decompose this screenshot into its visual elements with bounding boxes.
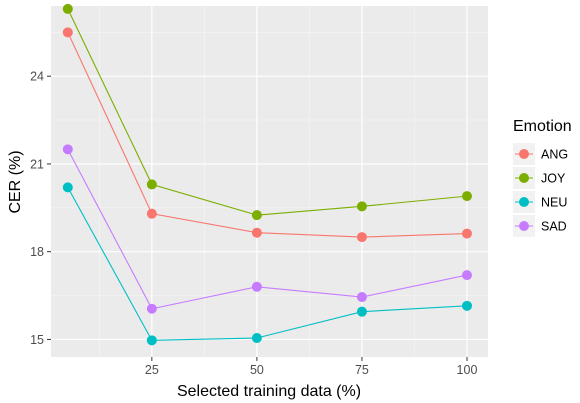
data-point-joy <box>251 210 262 221</box>
legend-label-joy: JOY <box>541 172 566 186</box>
data-point-ang <box>251 227 262 238</box>
data-point-ang <box>62 27 73 38</box>
data-point-joy <box>461 191 472 202</box>
x-axis-title: Selected training data (%) <box>177 383 361 400</box>
y-tick-label: 18 <box>30 245 44 259</box>
data-point-neu <box>146 335 157 346</box>
data-point-sad <box>251 281 262 292</box>
legend-marker-sad <box>519 221 529 231</box>
grid-minor <box>51 6 488 357</box>
legend-label-sad: SAD <box>541 220 567 234</box>
data-point-ang <box>146 208 157 219</box>
y-tick-label: 21 <box>30 157 44 171</box>
legend-marker-ang <box>519 149 529 159</box>
data-point-sad <box>62 144 73 155</box>
legend-marker-neu <box>519 197 529 207</box>
data-point-neu <box>251 332 262 343</box>
x-tick-label: 50 <box>250 363 264 377</box>
data-point-sad <box>356 292 367 303</box>
data-point-neu <box>356 306 367 317</box>
legend-marker-joy <box>519 173 529 183</box>
legend-title: Emotion <box>513 118 572 135</box>
data-point-sad <box>146 303 157 314</box>
y-tick-label: 24 <box>30 70 44 84</box>
axis-ticks <box>47 75 468 361</box>
x-tick-label: 25 <box>145 363 159 377</box>
data-point-ang <box>356 232 367 243</box>
data-point-ang <box>461 228 472 239</box>
data-point-neu <box>461 300 472 311</box>
tick-labels: 25 50 75 100 15 18 21 24 <box>30 70 477 377</box>
series-layer <box>62 3 472 346</box>
data-point-neu <box>62 182 73 193</box>
data-point-joy <box>146 179 157 190</box>
data-point-joy <box>356 201 367 212</box>
legend-label-ang: ANG <box>541 148 568 162</box>
y-axis-title: CER (%) <box>7 150 24 213</box>
x-tick-label: 75 <box>355 363 369 377</box>
panel-background <box>51 6 488 357</box>
data-point-joy <box>62 3 73 14</box>
x-tick-label: 100 <box>457 363 478 377</box>
legend: Emotion ANG JOY NEU SAD <box>513 118 572 237</box>
grid-major <box>51 6 488 357</box>
legend-label-neu: NEU <box>541 196 567 210</box>
legend-items: ANG JOY NEU SAD <box>513 143 568 237</box>
data-point-sad <box>461 270 472 281</box>
y-tick-label: 15 <box>30 333 44 347</box>
